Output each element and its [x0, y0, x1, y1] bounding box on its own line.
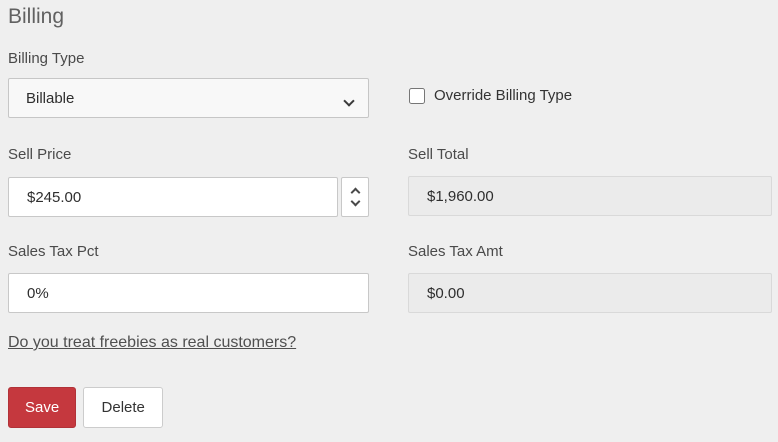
billing-type-label: Billing Type: [8, 50, 85, 67]
sales-tax-pct-input[interactable]: [8, 273, 369, 313]
delete-button[interactable]: Delete: [83, 387, 164, 428]
override-billing-type-row: Override Billing Type: [409, 87, 572, 104]
sell-price-spinner[interactable]: [341, 177, 369, 217]
sell-total-field: [408, 176, 772, 216]
override-billing-type-checkbox[interactable]: [409, 87, 425, 104]
save-button[interactable]: Save: [8, 387, 77, 428]
billing-type-select-wrap: Billable: [8, 78, 369, 118]
page-title: Billing: [8, 5, 65, 28]
form-actions: Save Delete: [8, 387, 164, 428]
sell-price-input[interactable]: [8, 177, 338, 217]
chevron-down-icon: [350, 196, 360, 207]
billing-type-select[interactable]: Billable: [8, 78, 369, 118]
spinner-up-button[interactable]: [342, 183, 368, 198]
freebies-question-link[interactable]: Do you treat freebies as real customers?: [8, 334, 297, 351]
sales-tax-amt-label: Sales Tax Amt: [408, 243, 503, 260]
sales-tax-amt-field: [408, 273, 772, 313]
override-billing-type-label[interactable]: Override Billing Type: [434, 87, 573, 104]
sell-price-label: Sell Price: [8, 146, 72, 163]
sales-tax-pct-label: Sales Tax Pct: [8, 243, 99, 260]
spinner-down-button[interactable]: [342, 196, 368, 211]
sell-total-label: Sell Total: [408, 146, 469, 163]
